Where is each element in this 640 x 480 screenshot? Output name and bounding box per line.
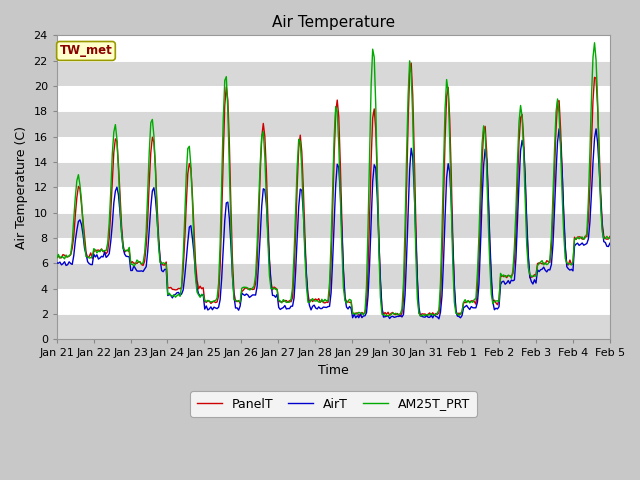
Bar bbox=[57, 36, 610, 60]
Bar bbox=[57, 238, 610, 264]
Bar bbox=[57, 314, 610, 339]
PanelT bbox=[397, 313, 404, 319]
Bar bbox=[57, 289, 610, 314]
AM25T_PRT bbox=[295, 136, 303, 142]
AirT bbox=[246, 295, 253, 300]
PanelT bbox=[579, 236, 586, 242]
AM25T_PRT bbox=[246, 287, 253, 293]
Bar bbox=[57, 111, 610, 137]
AirT bbox=[579, 240, 586, 246]
AM25T_PRT bbox=[577, 235, 584, 240]
Text: TW_met: TW_met bbox=[60, 45, 113, 58]
Bar bbox=[57, 187, 610, 213]
PanelT bbox=[121, 249, 129, 255]
AirT bbox=[218, 276, 225, 281]
AM25T_PRT bbox=[606, 235, 614, 240]
AM25T_PRT bbox=[417, 313, 424, 319]
Bar bbox=[57, 213, 610, 238]
AM25T_PRT bbox=[53, 255, 61, 261]
Legend: PanelT, AirT, AM25T_PRT: PanelT, AirT, AM25T_PRT bbox=[190, 391, 477, 417]
Line: PanelT: PanelT bbox=[57, 63, 610, 316]
AirT bbox=[295, 204, 303, 210]
PanelT bbox=[53, 254, 61, 260]
AirT bbox=[53, 260, 61, 266]
AM25T_PRT bbox=[236, 299, 244, 305]
PanelT bbox=[407, 60, 415, 66]
AM25T_PRT bbox=[218, 179, 225, 184]
Y-axis label: Air Temperature (C): Air Temperature (C) bbox=[15, 126, 28, 249]
AirT bbox=[435, 316, 443, 322]
AM25T_PRT bbox=[591, 40, 598, 46]
Bar bbox=[57, 137, 610, 162]
AirT bbox=[556, 126, 563, 132]
Bar bbox=[57, 86, 610, 111]
X-axis label: Time: Time bbox=[318, 364, 349, 377]
PanelT bbox=[218, 213, 225, 218]
Bar bbox=[57, 60, 610, 86]
Bar bbox=[57, 162, 610, 187]
Line: AirT: AirT bbox=[57, 129, 610, 319]
AirT bbox=[236, 303, 244, 309]
AirT bbox=[121, 251, 129, 257]
PanelT bbox=[246, 286, 253, 292]
Bar bbox=[57, 264, 610, 289]
Line: AM25T_PRT: AM25T_PRT bbox=[57, 43, 610, 316]
AM25T_PRT bbox=[121, 247, 129, 253]
PanelT bbox=[606, 234, 614, 240]
Title: Air Temperature: Air Temperature bbox=[272, 15, 395, 30]
PanelT bbox=[236, 300, 244, 306]
PanelT bbox=[295, 145, 303, 151]
AirT bbox=[606, 240, 614, 246]
